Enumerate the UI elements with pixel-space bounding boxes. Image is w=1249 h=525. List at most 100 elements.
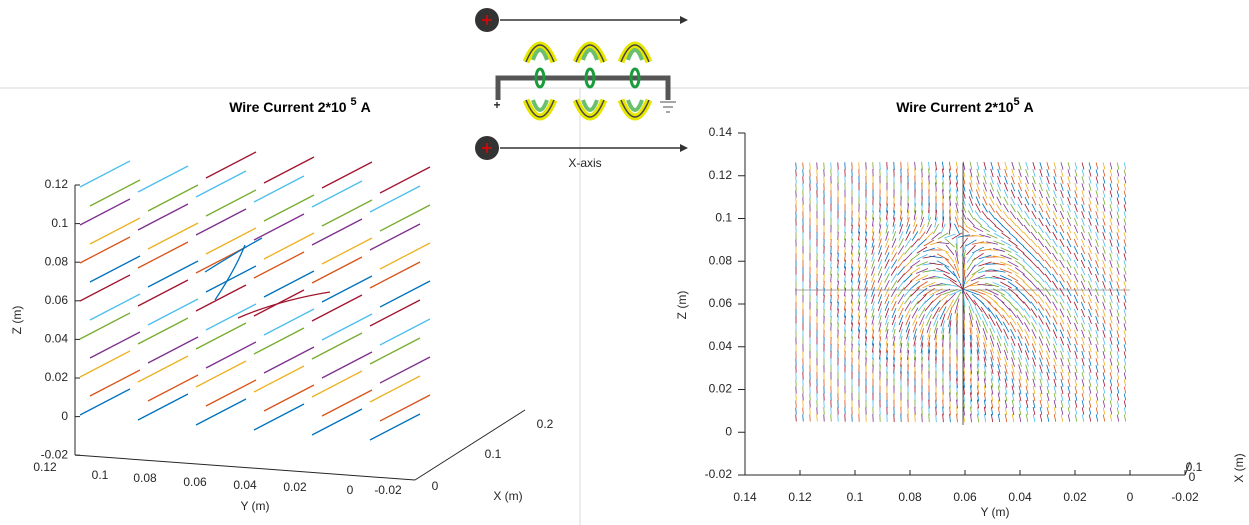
field-vector: [922, 281, 936, 289]
field-vector: [921, 203, 923, 213]
field-vector: [1109, 197, 1113, 205]
field-vector: [1007, 267, 1019, 275]
field-vector: [983, 371, 987, 381]
field-vector: [911, 231, 919, 241]
field-vector: [1109, 344, 1113, 352]
field-vector: [941, 320, 945, 334]
field-vector: [912, 314, 918, 326]
field-vector: [837, 294, 839, 304]
field-vector: [916, 246, 928, 254]
field-vector: [994, 307, 1004, 319]
field-vector: [1088, 379, 1092, 387]
field-vector: [956, 378, 958, 388]
field-vector: [1060, 169, 1064, 177]
field-vector: [1052, 217, 1058, 227]
field-vector: [1016, 314, 1024, 326]
field-vector: [1046, 364, 1050, 374]
field-vector: [976, 392, 980, 402]
field-vector: [1095, 337, 1099, 345]
field-vector: [1116, 274, 1120, 282]
field-vector: [850, 252, 854, 262]
field-vector: [970, 274, 986, 282]
field-vector: [892, 321, 896, 333]
field-vector: [864, 273, 868, 283]
field-vector: [906, 217, 910, 227]
field-vector: [1024, 189, 1030, 199]
field-vector: [1116, 239, 1120, 247]
field-vector: [988, 210, 996, 220]
field-vector: [990, 349, 994, 361]
field-vector: [1123, 232, 1127, 240]
field-vector: [871, 301, 875, 311]
field-vector: [1081, 386, 1085, 394]
field-vector: [1017, 189, 1023, 199]
inner-loop: [531, 48, 549, 112]
z-tick-label: 0.08: [45, 254, 69, 268]
field-vector: [982, 196, 988, 206]
field-vector: [1053, 357, 1057, 367]
field-vector: [990, 168, 994, 178]
field-vector: [891, 314, 897, 326]
field-vector: [830, 162, 832, 170]
y-tick-label: 0.04: [233, 478, 257, 492]
field-vector: [865, 343, 867, 353]
field-vector: [1025, 168, 1029, 178]
field-vector: [837, 280, 839, 290]
field-vector: [1039, 399, 1043, 409]
field-vector: [999, 275, 1013, 281]
field-vector: [1053, 378, 1057, 388]
field-vector: [892, 224, 896, 234]
field-vector: [920, 342, 924, 354]
field-vector: [982, 203, 988, 213]
field-vector: [795, 400, 797, 408]
field-vector: [857, 308, 861, 318]
field-vector: [941, 327, 945, 341]
field-vector: [945, 238, 955, 248]
field-vector: [1039, 414, 1043, 422]
field-vector: [942, 413, 944, 423]
field-vector: [1095, 225, 1099, 233]
field-vector: [1052, 287, 1058, 297]
field-vector: [1039, 162, 1043, 170]
field-vector: [877, 301, 883, 311]
streamline: [205, 151, 257, 179]
z-tick-label: 0: [61, 409, 68, 423]
field-vector: [1081, 225, 1085, 233]
field-vector: [956, 363, 958, 375]
field-vector: [1024, 196, 1030, 206]
field-vector: [1066, 294, 1072, 304]
field-vector: [891, 252, 897, 262]
field-vector: [1037, 245, 1045, 255]
field-vector: [983, 168, 987, 178]
field-vector: [988, 314, 996, 326]
y-tick-label: 0.12: [788, 490, 812, 504]
field-vector: [1002, 314, 1010, 326]
field-vector: [990, 378, 994, 388]
field-vector: [1116, 288, 1120, 296]
field-vector: [969, 363, 973, 375]
field-vector: [1060, 364, 1064, 374]
field-vector: [1123, 309, 1127, 317]
field-vector: [1022, 253, 1032, 261]
field-vector: [1044, 287, 1052, 297]
field-vector: [1109, 365, 1113, 373]
field-vector: [830, 273, 832, 283]
field-vector: [890, 280, 898, 290]
field-vector: [897, 266, 905, 276]
field-vector: [942, 399, 944, 409]
field-vector: [802, 414, 804, 422]
field-vector: [1102, 295, 1106, 303]
field-vector: [1088, 336, 1092, 346]
field-vector: [903, 273, 913, 283]
field-vector: [1074, 343, 1078, 353]
field-vector: [949, 413, 951, 423]
field-vector: [802, 169, 804, 177]
field-vector: [969, 334, 973, 348]
field-vector: [974, 306, 982, 320]
field-vector: [1123, 351, 1127, 359]
field-vector: [955, 175, 959, 185]
field-vector: [1088, 162, 1092, 170]
field-vector: [851, 329, 853, 339]
field-vector: [1116, 358, 1120, 366]
field-vector: [1073, 238, 1079, 248]
